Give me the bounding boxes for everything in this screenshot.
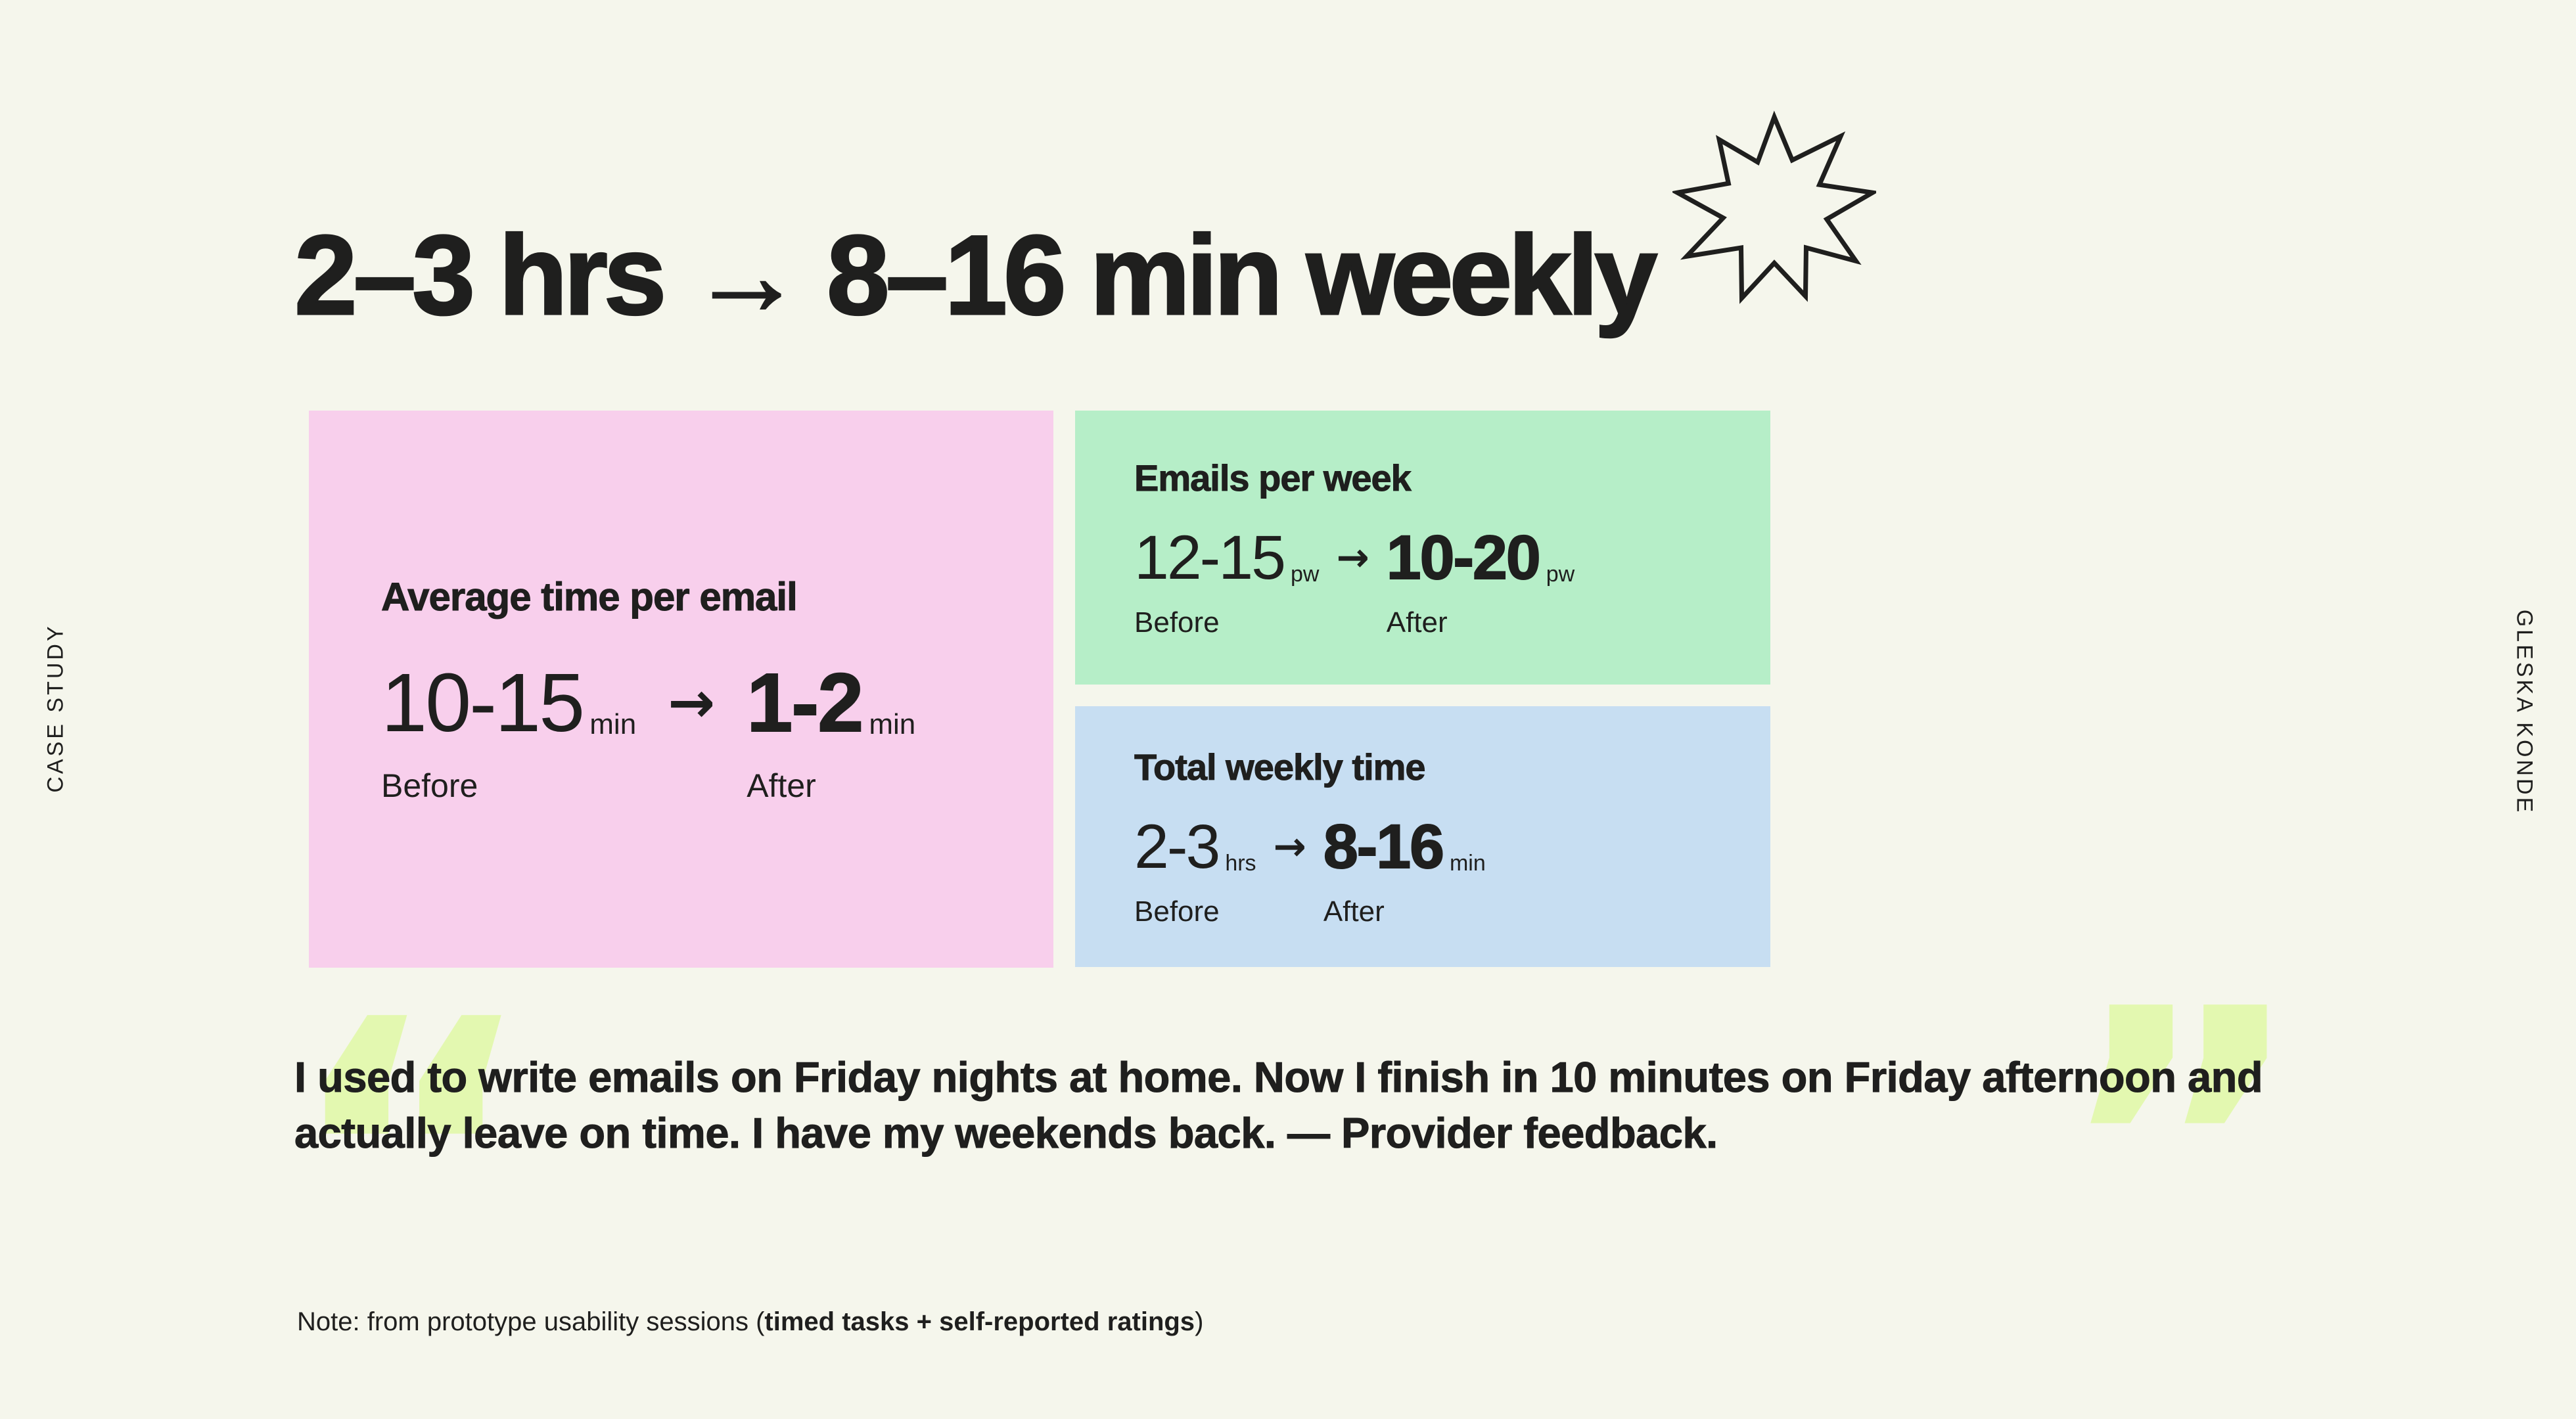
- before-label: Before: [1134, 606, 1220, 639]
- after-unit: min: [869, 708, 916, 740]
- footnote-prefix: Note: from prototype usability sessions …: [297, 1307, 765, 1336]
- before-number: 12-15: [1134, 522, 1286, 593]
- after-value: 1-2 min: [746, 660, 916, 744]
- page-title: 2–3 hrs → 8–16 min weekly: [293, 212, 1658, 339]
- testimonial-quote: I used to write emails on Friday nights …: [294, 1053, 2264, 1158]
- before-value: 2-3 hrs: [1134, 815, 1256, 878]
- footnote-suffix: ): [1195, 1307, 1204, 1336]
- card-emails-per-week: Emails per week 12-15 pw → 10-20 pw Before…: [1075, 411, 1770, 685]
- after-unit: pw: [1546, 561, 1575, 587]
- after-unit: min: [1449, 850, 1486, 876]
- after-value: 8-16 min: [1323, 815, 1486, 878]
- after-label: After: [1386, 606, 1448, 639]
- before-label: Before: [1134, 895, 1220, 928]
- after-number: 10-20: [1386, 522, 1542, 593]
- footnote: Note: from prototype usability sessions …: [297, 1307, 1203, 1337]
- before-value: 10-15 min: [381, 661, 637, 744]
- open-quote-icon: “: [286, 939, 537, 1383]
- before-value: 12-15 pw: [1134, 526, 1320, 589]
- side-label-case-study: CASE STUDY: [43, 623, 68, 793]
- stat-grid: 12-15 pw → 10-20 pw Before After: [1134, 526, 1770, 639]
- after-value: 10-20 pw: [1386, 526, 1575, 589]
- before-unit: pw: [1290, 561, 1320, 587]
- stat-grid: 10-15 min → 1-2 min Before After: [381, 660, 1053, 805]
- arrow-icon: →: [1336, 535, 1369, 581]
- card-total-weekly-time: Total weekly time 2-3 hrs → 8-16 min Befor…: [1075, 706, 1770, 967]
- after-number: 1-2: [746, 656, 864, 749]
- close-quote-icon: ”: [2056, 929, 2307, 1372]
- before-number: 10-15: [381, 656, 585, 749]
- after-label: After: [747, 767, 816, 804]
- card-title: Emails per week: [1134, 457, 1412, 499]
- card-title: Total weekly time: [1134, 746, 1427, 788]
- right-card-column: Emails per week 12-15 pw → 10-20 pw Before…: [1075, 411, 1770, 968]
- arrow-icon: →: [1273, 824, 1306, 870]
- starburst-icon: [1672, 110, 1876, 304]
- before-unit: min: [589, 708, 637, 740]
- before-unit: hrs: [1225, 850, 1256, 876]
- card-average-time-per-email: Average time per email 10-15 min → 1-2 min…: [309, 411, 1053, 968]
- before-number: 2-3: [1134, 811, 1220, 882]
- after-label: After: [1323, 895, 1385, 928]
- stat-grid: 2-3 hrs → 8-16 min Before After: [1134, 815, 1770, 928]
- before-label: Before: [381, 767, 478, 804]
- card-title: Average time per email: [381, 574, 798, 619]
- after-number: 8-16: [1323, 811, 1445, 882]
- arrow-icon: →: [668, 669, 716, 736]
- side-label-gleska-konde: GLESKA KONDE: [2512, 609, 2537, 815]
- stat-cards: Average time per email 10-15 min → 1-2 min…: [309, 411, 1770, 968]
- footnote-bold: timed tasks + self-reported ratings: [764, 1307, 1195, 1336]
